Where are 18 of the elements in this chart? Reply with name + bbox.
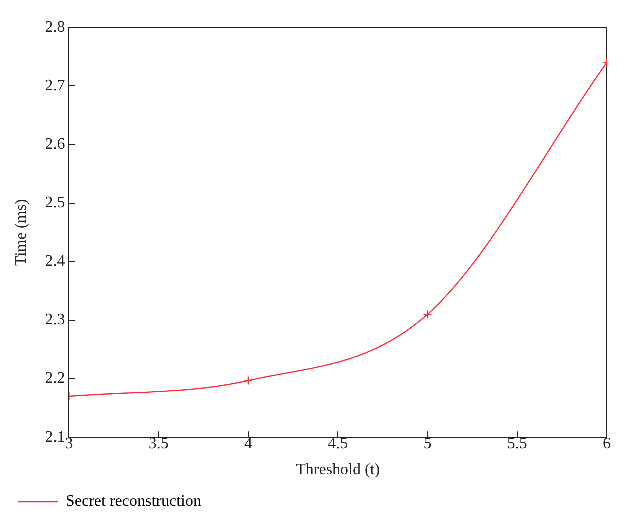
y-tick-label: 2.3 [45,312,66,329]
x-tick-label: 3 [65,435,74,452]
y-tick-label: 2.2 [45,370,66,388]
x-axis-title: Threshold (t) [296,462,380,479]
y-tick-label: 2.4 [45,253,66,270]
x-tick-label: 3.5 [148,435,169,452]
y-tick-label: 2.1 [45,428,66,446]
y-tick-label: 2.5 [45,194,66,212]
y-tick-label: 2.6 [45,136,66,153]
legend-label: Secret reconstruction [66,493,202,510]
y-tick-label: 2.8 [45,18,66,36]
x-tick-label: 4 [244,435,252,452]
x-tick-label: 5 [424,435,432,452]
x-tick-label: 6 [603,435,611,452]
x-tick-label: 4.5 [328,435,348,452]
x-tick-label: 5.5 [507,435,528,452]
y-axis-title: Time (ms) [12,199,30,266]
y-tick-label: 2.7 [45,77,66,94]
